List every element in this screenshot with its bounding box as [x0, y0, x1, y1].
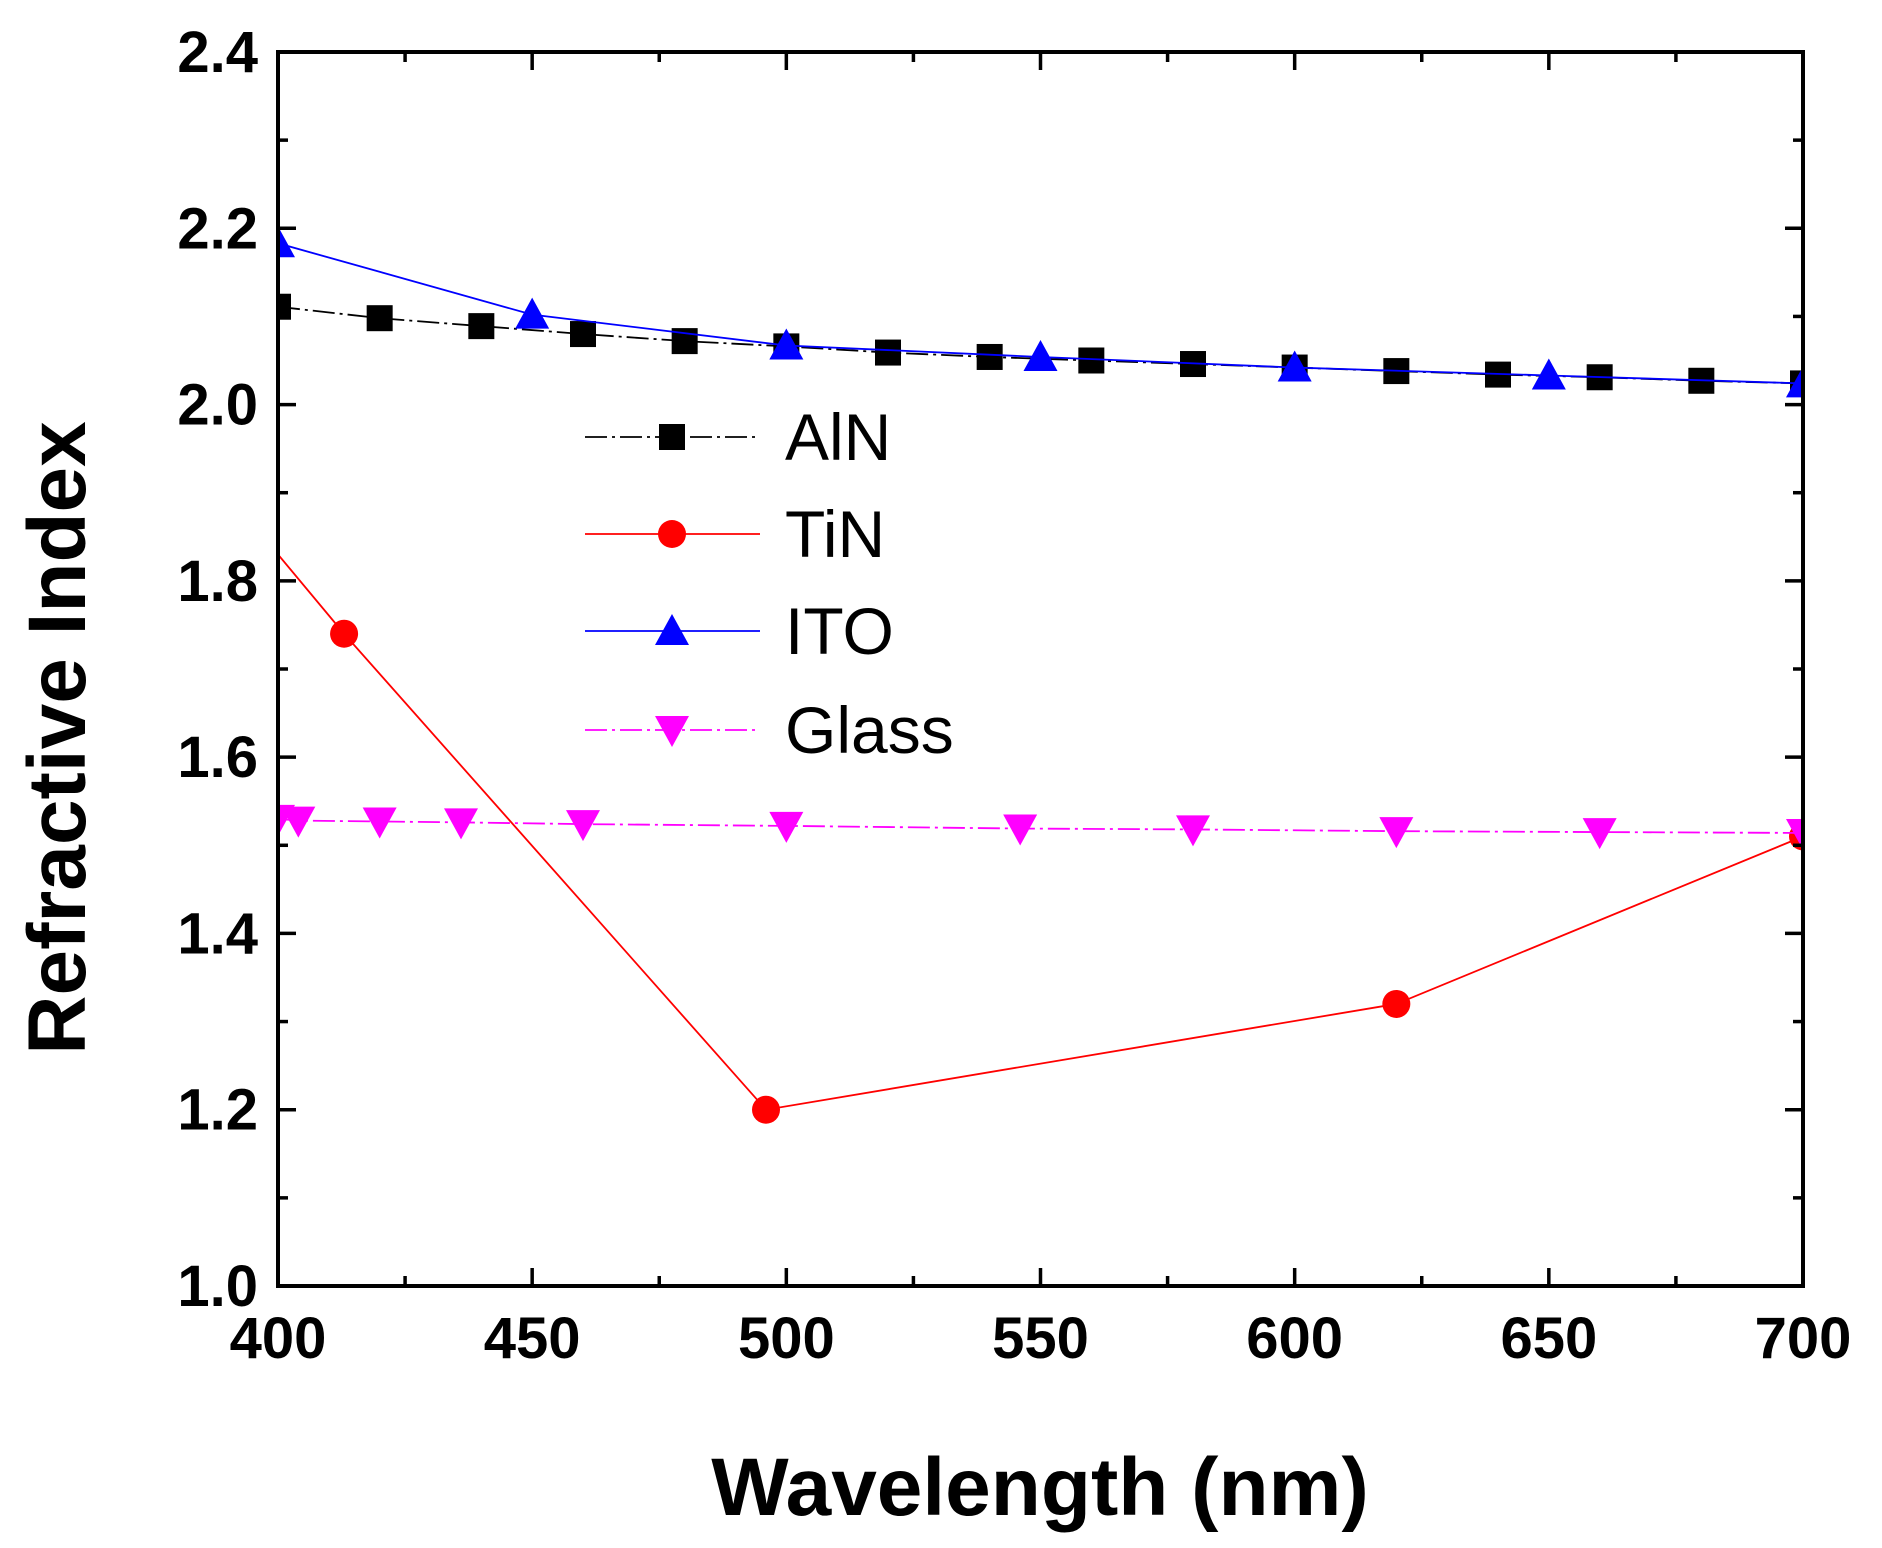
- series-glass: [278, 804, 1803, 850]
- y-tick-label: 1.0: [177, 1254, 258, 1319]
- legend-item-glass: Glass: [585, 693, 954, 767]
- legend-label: ITO: [785, 594, 894, 668]
- series-aln: [278, 293, 1803, 397]
- legend-label: Glass: [785, 693, 954, 767]
- y-tick-label: 1.6: [177, 725, 258, 790]
- data-point-ito: [1786, 366, 1803, 398]
- x-tick-label: 700: [1755, 1306, 1852, 1371]
- y-tick-label: 1.4: [177, 901, 258, 966]
- legend-marker: [659, 424, 685, 450]
- data-point-ito: [1531, 358, 1566, 390]
- data-point-aln: [366, 305, 393, 332]
- data-point-glass: [769, 811, 804, 843]
- legend-marker: [655, 614, 689, 645]
- legend-label: AlN: [785, 400, 891, 474]
- legend-item-ito: ITO: [585, 594, 894, 668]
- legend-label: TiN: [785, 497, 885, 571]
- data-point-ito: [515, 297, 550, 329]
- data-point-glass: [1176, 815, 1210, 847]
- data-point-aln: [1078, 347, 1105, 374]
- legend: AlN TiN ITO Glass: [585, 400, 954, 767]
- x-tick-label: 550: [992, 1306, 1089, 1371]
- x-tick-label: 400: [230, 1306, 327, 1371]
- data-point-glass: [281, 806, 316, 838]
- data-point-glass: [362, 807, 397, 839]
- data-point-aln: [278, 293, 291, 320]
- data-point-aln: [468, 313, 495, 340]
- data-point-ito: [1277, 350, 1312, 382]
- data-point-glass: [1582, 818, 1617, 850]
- x-tick-label: 450: [484, 1306, 581, 1371]
- data-point-ito: [769, 328, 804, 360]
- data-point-glass: [444, 808, 478, 840]
- data-point-tin: [752, 1095, 780, 1124]
- data-point-ito: [278, 226, 295, 258]
- data-point-glass: [1379, 817, 1414, 849]
- data-point-tin: [330, 619, 359, 648]
- x-tick-label: 600: [1246, 1306, 1343, 1371]
- legend-marker: [658, 520, 686, 548]
- data-point-ito: [1023, 339, 1058, 371]
- data-point-glass: [1786, 818, 1803, 850]
- y-tick-label: 2.2: [177, 196, 258, 261]
- data-point-tin: [1382, 989, 1411, 1018]
- series-layer: [278, 226, 1803, 1124]
- data-point-aln: [570, 321, 596, 348]
- legend-marker: [655, 716, 689, 747]
- y-axis-title: Refractive Index: [12, 421, 103, 1055]
- x-tick-label: 500: [738, 1306, 835, 1371]
- data-point-glass: [1003, 814, 1038, 846]
- data-point-aln: [875, 339, 901, 366]
- data-point-aln: [976, 343, 1003, 370]
- legend-item-tin: TiN: [585, 497, 885, 571]
- y-tick-label: 2.0: [177, 373, 258, 438]
- axes-layer: 400 450 500 550 600 650 700 1.0 1.2 1.4 1.6 1.8 2.0 2…: [177, 20, 1851, 1371]
- legend-item-aln: AlN: [585, 400, 891, 474]
- y-tick-label: 1.2: [177, 1078, 258, 1143]
- y-tick-label: 1.8: [177, 549, 258, 614]
- series-ito: [278, 226, 1803, 398]
- x-tick-label: 650: [1500, 1306, 1597, 1371]
- x-axis-title: Wavelength (nm): [711, 1442, 1369, 1533]
- y-tick-label: 2.4: [177, 20, 258, 85]
- data-point-glass: [566, 810, 600, 842]
